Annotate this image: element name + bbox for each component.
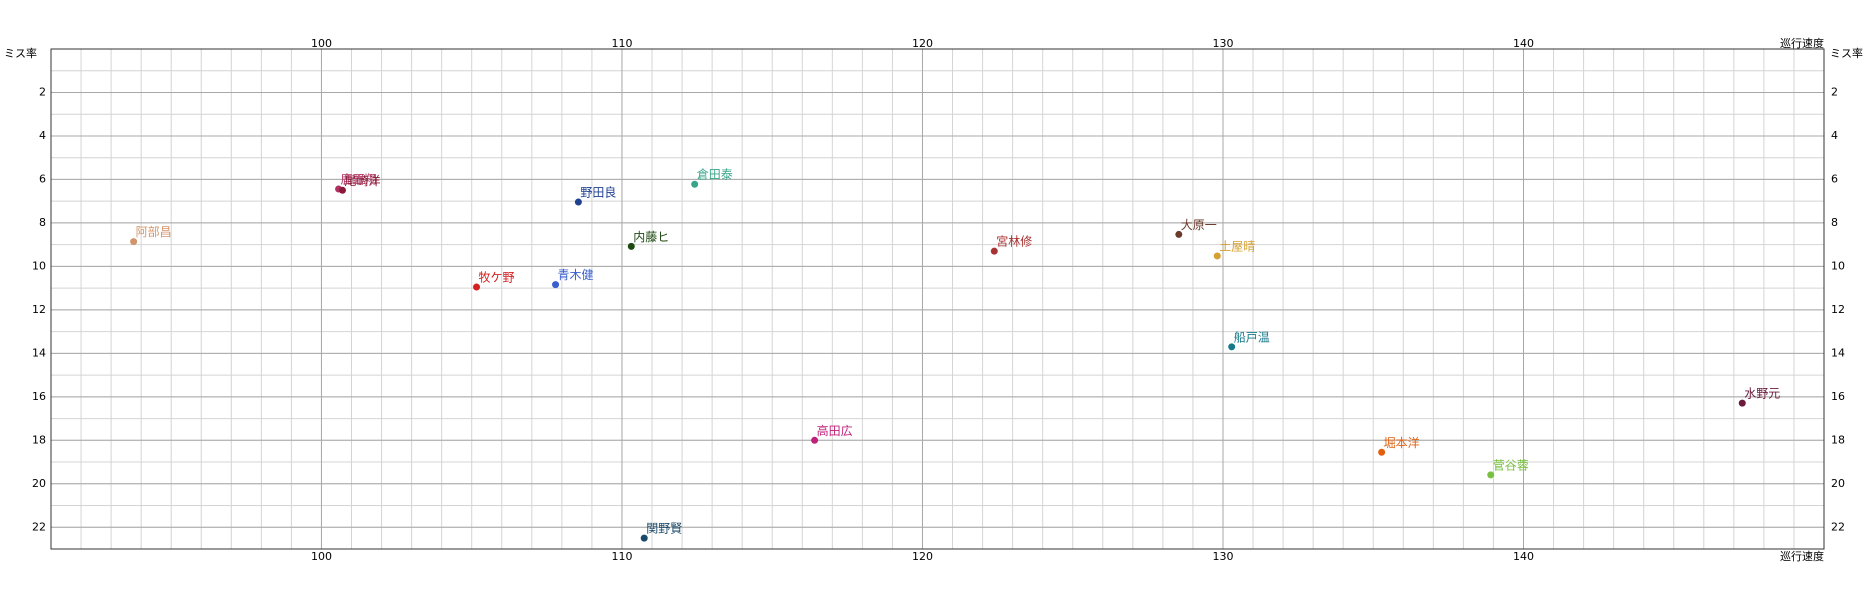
y-tick-label: 12 [1831,303,1845,316]
y-tick-label: 4 [39,129,46,142]
point [1738,399,1746,407]
point [691,180,699,188]
y-tick-label: 12 [32,303,46,316]
point-label: 関野賢 [646,522,682,536]
x-tick-label: 100 [311,37,332,50]
point-label: 高田広 [817,423,853,438]
point-label: 尾崎洋 [344,173,380,188]
point [552,281,560,289]
y-tick-label: 8 [39,216,46,229]
point [1213,252,1221,260]
point [627,242,635,250]
y-tick-label: 22 [1831,520,1845,533]
x-tick-label: 110 [611,550,632,563]
x-tick-label: 140 [1513,550,1534,563]
point [1175,230,1183,238]
point-label: 野田良 [580,185,616,200]
y-tick-label: 18 [1831,433,1845,446]
point-label: 大原一 [1181,218,1217,232]
y-tick-label: 6 [1831,172,1838,185]
x-tick-label: 100 [311,550,332,563]
y-tick-label: 20 [32,477,46,490]
point [574,198,582,206]
point [1228,343,1236,351]
y-tick-label: 6 [39,172,46,185]
y-tick-label: 18 [32,433,46,446]
point [1487,471,1495,479]
y-tick-label: 20 [1831,477,1845,490]
point-label: 宮林修 [996,234,1032,249]
y-tick-label: 14 [32,346,46,359]
y-tick-label: 2 [39,85,46,98]
point-label: 水野元 [1744,387,1780,401]
y-tick-label: 10 [1831,259,1845,272]
y-axis-label: ミス率 [4,46,37,60]
x-tick-label: 130 [1212,37,1233,50]
y-tick-label: 4 [1831,129,1838,142]
point-label: 堀本洋 [1384,435,1420,450]
point-label: 鹿野翔 [341,172,377,187]
point [473,283,481,291]
point [811,436,819,444]
point [338,186,346,194]
x-tick-label: 140 [1513,37,1534,50]
y-tick-label: 16 [32,390,46,403]
x-tick-label: 120 [912,550,933,563]
point-label: 倉田泰 [697,167,733,182]
x-axis-label-bottom: 巡行速度 [1780,549,1824,563]
point [990,247,998,255]
point-label: 内藤ヒ [633,230,669,244]
y-tick-label: 2 [1831,85,1838,98]
y-tick-label: 10 [32,259,46,272]
point-label: 牧ケ野 [479,271,515,285]
point-label: 菅谷蓉 [1493,458,1529,472]
point-label: 船戸温 [1234,330,1270,344]
y-tick-label: 8 [1831,216,1838,229]
x-axis-label-top: 巡行速度 [1780,36,1824,50]
y-axis-label-right: ミス率 [1830,46,1863,60]
x-tick-label: 110 [611,37,632,50]
point-label: 土屋晴 [1219,239,1255,253]
point [640,534,648,542]
x-tick-label: 120 [912,37,933,50]
point-label: 青木健 [558,268,594,282]
point [1378,448,1386,456]
point [130,238,138,246]
x-tick-label: 130 [1212,550,1233,563]
y-tick-label: 14 [1831,346,1845,359]
y-tick-label: 16 [1831,390,1845,403]
y-tick-label: 22 [32,520,46,533]
point-label: 阿部昌 [136,224,172,239]
plot-frame [50,48,1825,550]
